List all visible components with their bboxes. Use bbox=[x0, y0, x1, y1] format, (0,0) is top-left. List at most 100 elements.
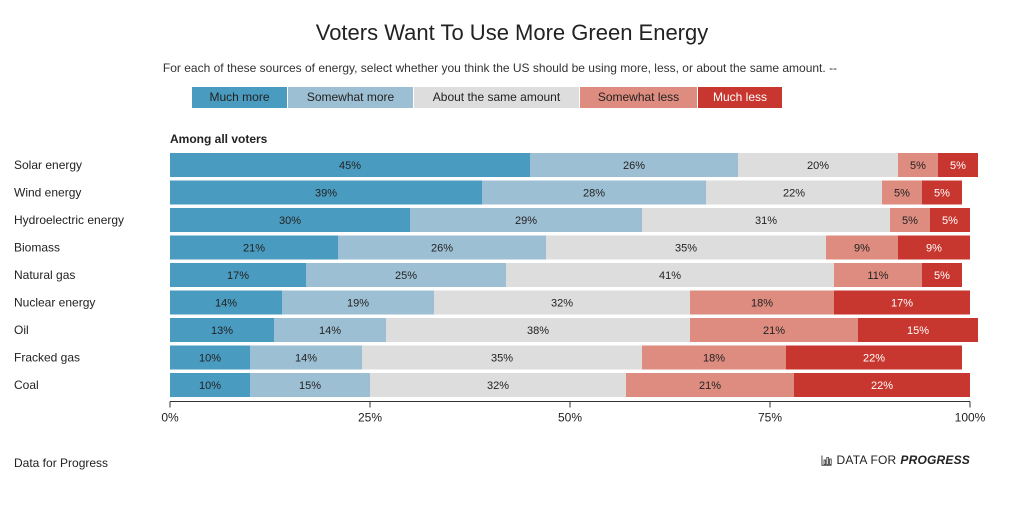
x-tick-label-25: 25% bbox=[358, 411, 382, 425]
bar-about-the-same-amount-fracked-gas bbox=[362, 345, 642, 370]
category-label-nuclear-energy: Nuclear energy bbox=[14, 296, 95, 310]
bar-much-less-biomass bbox=[898, 235, 970, 260]
data-label-much-less-solar-energy: 5% bbox=[950, 160, 966, 172]
category-label-fracked-gas: Fracked gas bbox=[14, 351, 80, 365]
data-label-about-the-same-amount-coal: 32% bbox=[487, 380, 509, 392]
legend-item-somewhat-more: Somewhat more bbox=[288, 87, 413, 108]
data-label-somewhat-more-hydroelectric-energy: 29% bbox=[515, 215, 537, 227]
data-label-much-more-biomass: 21% bbox=[243, 243, 265, 255]
bar-much-more-nuclear-energy bbox=[170, 290, 282, 315]
data-label-about-the-same-amount-oil: 38% bbox=[527, 325, 549, 337]
bar-somewhat-less-natural-gas bbox=[834, 263, 922, 287]
bar-somewhat-more-fracked-gas bbox=[250, 345, 362, 370]
x-tick-label-0: 0% bbox=[161, 411, 179, 425]
data-label-about-the-same-amount-biomass: 35% bbox=[675, 243, 697, 255]
category-label-hydroelectric-energy: Hydroelectric energy bbox=[14, 213, 124, 227]
bar-somewhat-less-biomass bbox=[826, 235, 898, 260]
bar-about-the-same-amount-coal bbox=[370, 373, 626, 397]
bar-about-the-same-amount-biomass bbox=[546, 235, 826, 260]
bar-somewhat-more-biomass bbox=[338, 235, 546, 260]
x-tick-label-100: 100% bbox=[955, 411, 986, 425]
data-label-somewhat-less-wind-energy: 5% bbox=[894, 188, 910, 200]
bar-chart-icon bbox=[821, 455, 832, 466]
data-label-somewhat-more-solar-energy: 26% bbox=[623, 160, 645, 172]
bar-somewhat-less-wind-energy bbox=[882, 180, 922, 205]
data-label-somewhat-more-fracked-gas: 14% bbox=[295, 353, 317, 365]
data-label-much-more-solar-energy: 45% bbox=[339, 160, 361, 172]
data-label-somewhat-more-biomass: 26% bbox=[431, 243, 453, 255]
bar-much-less-oil bbox=[858, 318, 978, 342]
data-label-much-more-hydroelectric-energy: 30% bbox=[279, 215, 301, 227]
data-label-somewhat-less-natural-gas: 11% bbox=[867, 270, 888, 282]
brand-logo: DATA FOR PROGRESS bbox=[821, 453, 970, 467]
bar-somewhat-more-natural-gas bbox=[306, 263, 506, 287]
category-label-coal: Coal bbox=[14, 378, 39, 392]
data-label-about-the-same-amount-natural-gas: 41% bbox=[659, 270, 681, 282]
bar-somewhat-more-solar-energy bbox=[530, 153, 738, 177]
bar-about-the-same-amount-natural-gas bbox=[506, 263, 834, 287]
data-label-much-less-biomass: 9% bbox=[926, 243, 942, 255]
data-label-somewhat-more-coal: 15% bbox=[299, 380, 321, 392]
data-label-somewhat-less-oil: 21% bbox=[763, 325, 785, 337]
data-label-somewhat-less-solar-energy: 5% bbox=[910, 160, 926, 172]
brand-prefix: DATA FOR bbox=[836, 453, 897, 467]
data-label-much-more-wind-energy: 39% bbox=[315, 188, 337, 200]
data-label-about-the-same-amount-fracked-gas: 35% bbox=[491, 353, 513, 365]
bar-about-the-same-amount-nuclear-energy bbox=[434, 290, 690, 315]
bar-much-more-fracked-gas bbox=[170, 345, 250, 370]
data-label-much-less-wind-energy: 5% bbox=[934, 188, 950, 200]
bar-about-the-same-amount-hydroelectric-energy bbox=[642, 208, 890, 232]
bar-much-less-hydroelectric-energy bbox=[930, 208, 970, 232]
bar-much-less-natural-gas bbox=[922, 263, 962, 287]
data-label-somewhat-less-nuclear-energy: 18% bbox=[751, 298, 773, 310]
data-label-somewhat-more-natural-gas: 25% bbox=[395, 270, 417, 282]
data-label-somewhat-less-biomass: 9% bbox=[854, 243, 870, 255]
bar-about-the-same-amount-solar-energy bbox=[738, 153, 898, 177]
data-label-much-less-natural-gas: 5% bbox=[934, 270, 950, 282]
data-label-about-the-same-amount-hydroelectric-energy: 31% bbox=[755, 215, 777, 227]
bar-somewhat-less-hydroelectric-energy bbox=[890, 208, 930, 232]
bar-much-less-nuclear-energy bbox=[834, 290, 970, 315]
legend-item-about-same: About the same amount bbox=[414, 87, 579, 108]
bar-somewhat-more-coal bbox=[250, 373, 370, 397]
brand-strong: PROGRESS bbox=[900, 453, 970, 467]
legend-item-much-more: Much more bbox=[192, 87, 287, 108]
bar-much-more-hydroelectric-energy bbox=[170, 208, 410, 232]
legend: Much more Somewhat more About the same a… bbox=[192, 87, 783, 108]
category-label-solar-energy: Solar energy bbox=[14, 158, 82, 172]
data-label-about-the-same-amount-wind-energy: 22% bbox=[783, 188, 805, 200]
bar-much-more-oil bbox=[170, 318, 274, 342]
bar-somewhat-more-nuclear-energy bbox=[282, 290, 434, 315]
data-label-much-more-natural-gas: 17% bbox=[227, 270, 249, 282]
category-label-biomass: Biomass bbox=[14, 241, 60, 255]
category-label-oil: Oil bbox=[14, 323, 29, 337]
bar-about-the-same-amount-oil bbox=[386, 318, 690, 342]
data-label-much-less-coal: 22% bbox=[871, 380, 893, 392]
bar-somewhat-less-solar-energy bbox=[898, 153, 938, 177]
bar-somewhat-more-wind-energy bbox=[482, 180, 706, 205]
bar-much-more-natural-gas bbox=[170, 263, 306, 287]
bar-much-less-solar-energy bbox=[938, 153, 978, 177]
x-tick-label-50: 50% bbox=[558, 411, 582, 425]
bar-somewhat-less-coal bbox=[626, 373, 794, 397]
data-label-somewhat-more-nuclear-energy: 19% bbox=[347, 298, 369, 310]
data-label-about-the-same-amount-solar-energy: 20% bbox=[807, 160, 829, 172]
x-tick-label-75: 75% bbox=[758, 411, 782, 425]
data-label-somewhat-less-fracked-gas: 18% bbox=[703, 353, 725, 365]
bar-about-the-same-amount-wind-energy bbox=[706, 180, 882, 205]
bar-somewhat-less-oil bbox=[690, 318, 858, 342]
source-note: Data for Progress bbox=[14, 456, 109, 470]
category-label-natural-gas: Natural gas bbox=[14, 268, 75, 282]
panel-label: Among all voters bbox=[170, 132, 268, 146]
bar-much-more-biomass bbox=[170, 235, 338, 260]
bar-much-less-coal bbox=[794, 373, 970, 397]
data-label-much-more-nuclear-energy: 14% bbox=[215, 298, 237, 310]
data-label-somewhat-more-wind-energy: 28% bbox=[583, 188, 605, 200]
bar-somewhat-less-nuclear-energy bbox=[690, 290, 834, 315]
bar-much-more-solar-energy bbox=[170, 153, 530, 177]
data-label-much-less-oil: 15% bbox=[907, 325, 929, 337]
category-label-wind-energy: Wind energy bbox=[14, 186, 81, 200]
data-label-much-more-oil: 13% bbox=[211, 325, 233, 337]
data-label-somewhat-less-coal: 21% bbox=[699, 380, 721, 392]
data-label-about-the-same-amount-nuclear-energy: 32% bbox=[551, 298, 573, 310]
